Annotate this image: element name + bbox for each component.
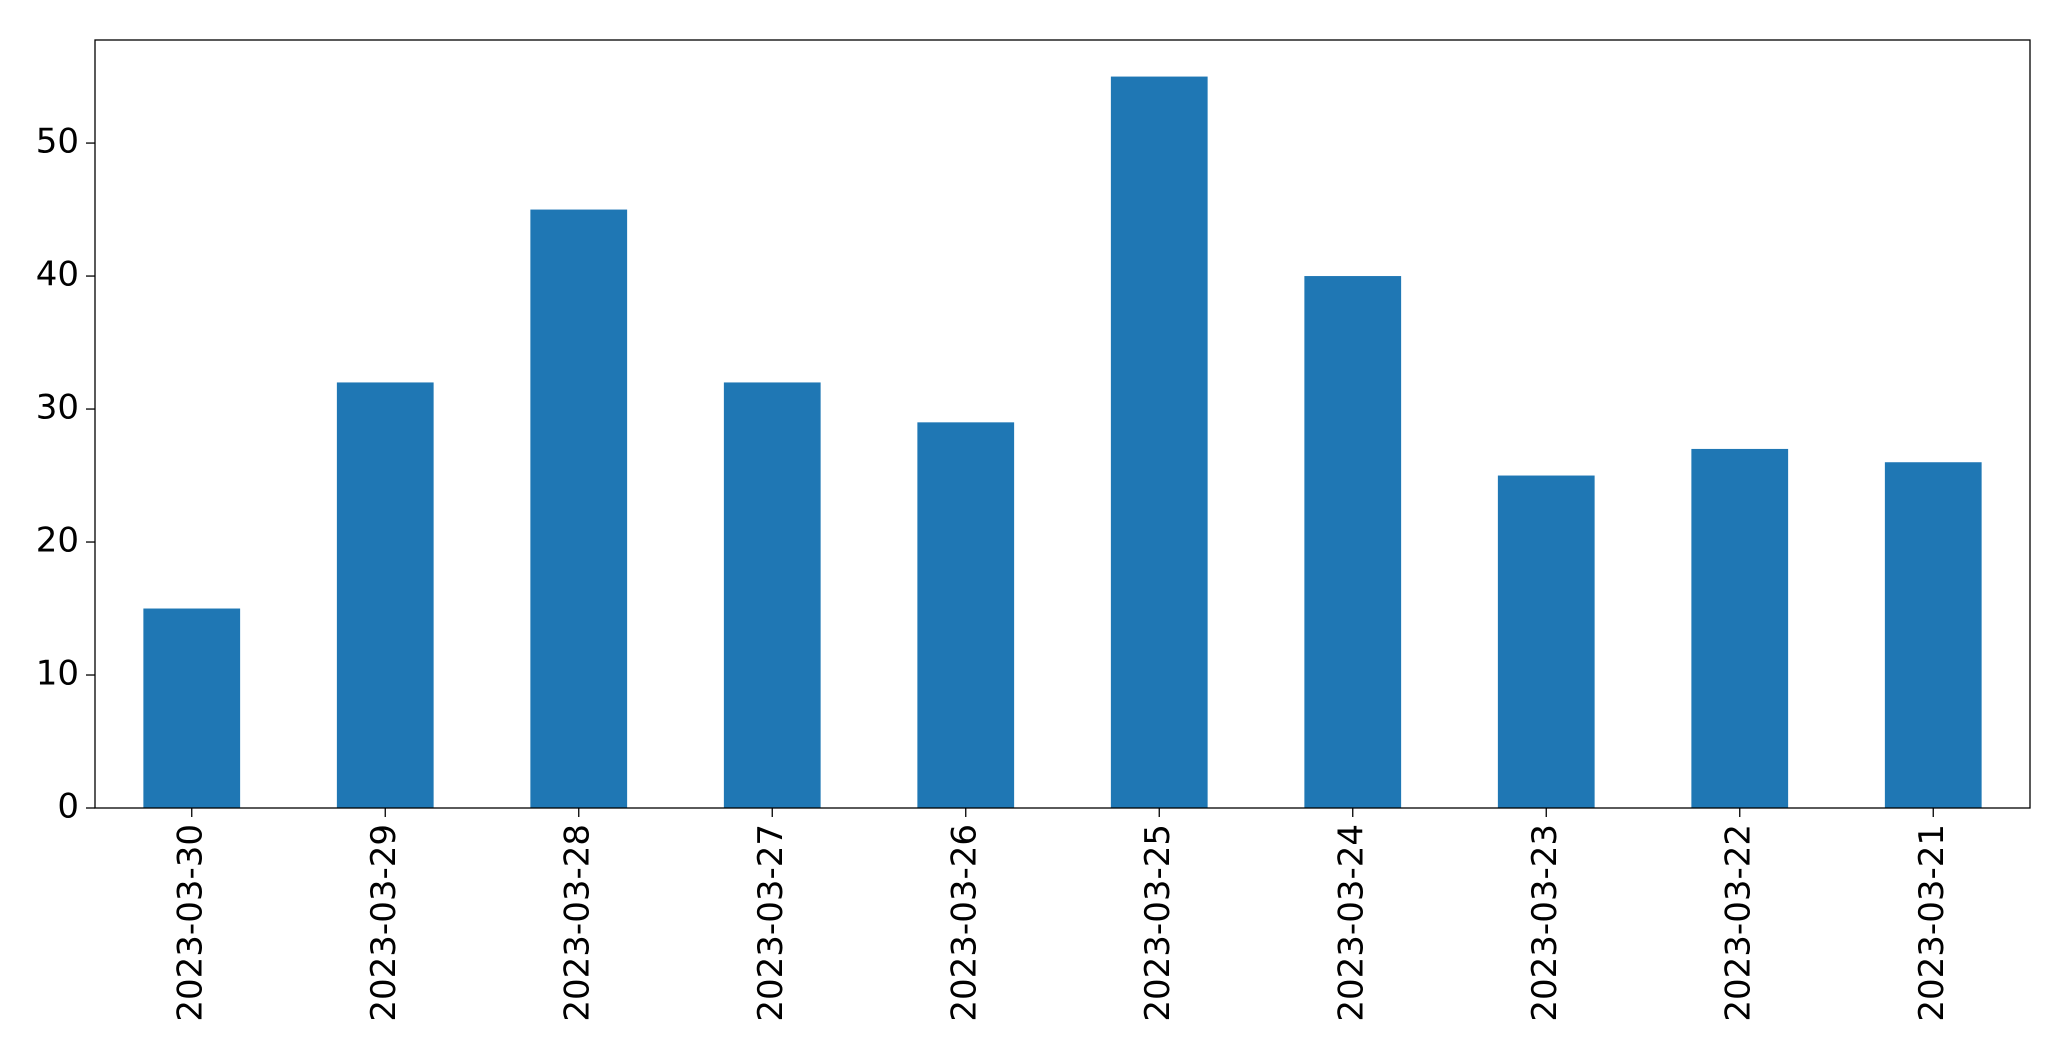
bar [530,209,628,808]
x-tick-label: 2023-03-30 [170,824,210,1022]
bar [917,422,1015,808]
x-tick-label: 2023-03-21 [1912,824,1952,1022]
x-tick-label: 2023-03-23 [1525,824,1565,1022]
axes-frame [94,39,2031,809]
x-tick-label: 2023-03-24 [1331,824,1371,1022]
x-tick-label: 2023-03-25 [1138,824,1178,1022]
x-tick-label: 2023-03-26 [944,824,984,1022]
bar [1497,475,1595,808]
bar [336,382,434,808]
bar [723,382,821,808]
bar [1691,448,1789,808]
bar [1304,276,1402,808]
y-tick-label: 40 [36,255,79,295]
y-tick-label: 10 [36,654,79,694]
x-tick-label: 2023-03-29 [364,824,404,1022]
bar [143,608,241,808]
x-tick-label: 2023-03-28 [557,824,597,1022]
y-tick-label: 0 [57,787,79,827]
y-tick-label: 30 [36,388,79,428]
x-tick-label: 2023-03-27 [751,824,791,1022]
bar [1110,76,1208,809]
y-tick-label: 50 [36,122,79,162]
x-tick-label: 2023-03-22 [1718,824,1758,1022]
y-tick-label: 20 [36,521,79,561]
bar [1884,462,1982,808]
